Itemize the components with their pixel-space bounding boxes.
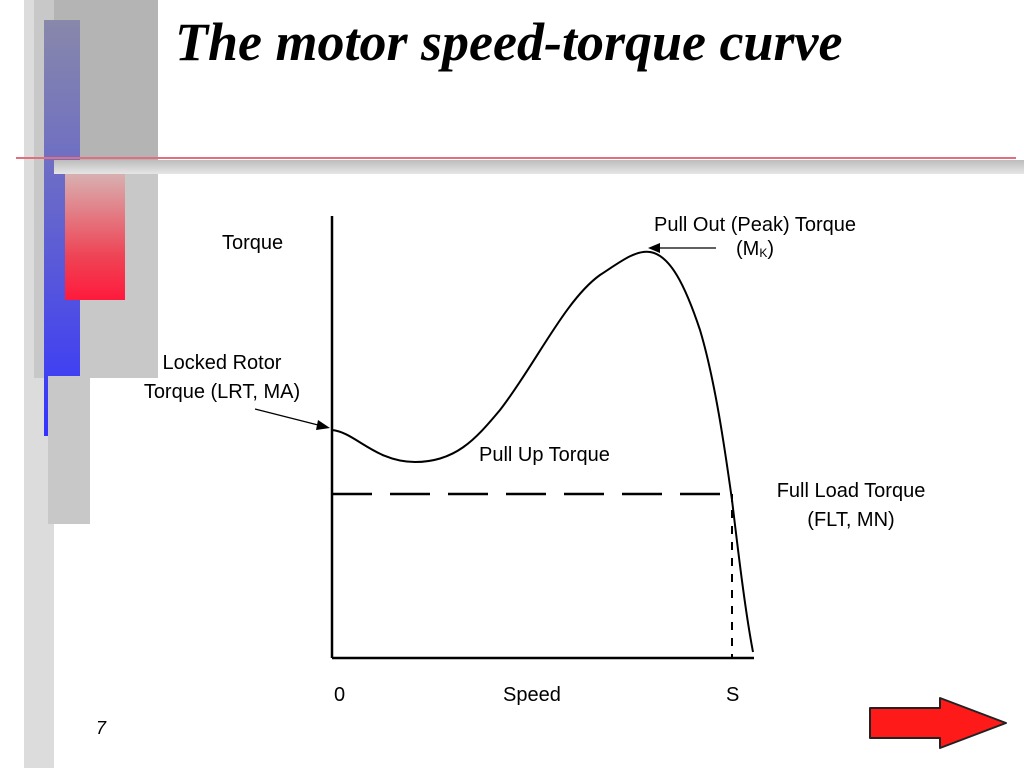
x-axis-label: Speed bbox=[503, 684, 561, 706]
pull-out-symbol-prefix: (M bbox=[735, 238, 760, 260]
next-slide-button[interactable] bbox=[868, 696, 1010, 750]
y-axis-label: Torque bbox=[222, 232, 284, 254]
x-end-label: S bbox=[726, 684, 740, 706]
locked-rotor-label: Locked Rotor Torque (LRT, MA) bbox=[124, 349, 320, 407]
slide-title: The motor speed-torque curve bbox=[175, 12, 843, 72]
full-load-line1: Full Load Torque bbox=[776, 480, 926, 502]
locked-rotor-pointer-head bbox=[316, 420, 330, 430]
locked-rotor-line1: Locked Rotor bbox=[162, 352, 282, 374]
decor-bar-gradient-red bbox=[65, 174, 125, 300]
pull-out-symbol-suffix: ) bbox=[767, 238, 774, 260]
pull-out-label: Pull Out (Peak) Torque (MK) bbox=[630, 213, 880, 263]
locked-rotor-pointer bbox=[254, 408, 323, 427]
full-load-label: Full Load Torque (FLT, MN) bbox=[756, 477, 946, 535]
pull-out-pointer-head bbox=[648, 243, 660, 253]
page-number: 7 bbox=[96, 718, 107, 738]
decor-horizontal-gray bbox=[54, 160, 1024, 174]
pull-up-label: Pull Up Torque bbox=[479, 444, 610, 466]
pull-out-symbol-sub: K bbox=[759, 246, 768, 260]
pull-out-title: Pull Out (Peak) Torque bbox=[654, 214, 856, 236]
locked-rotor-line2: Torque (LRT, MA) bbox=[143, 381, 301, 403]
decor-bar-gray-lower bbox=[48, 376, 90, 524]
title-underline bbox=[16, 157, 1016, 159]
right-arrow-icon bbox=[869, 697, 1007, 749]
full-load-line2: (FLT, MN) bbox=[807, 509, 895, 531]
x-origin-label: 0 bbox=[334, 684, 346, 706]
pull-out-symbol: (MK) bbox=[630, 237, 880, 263]
